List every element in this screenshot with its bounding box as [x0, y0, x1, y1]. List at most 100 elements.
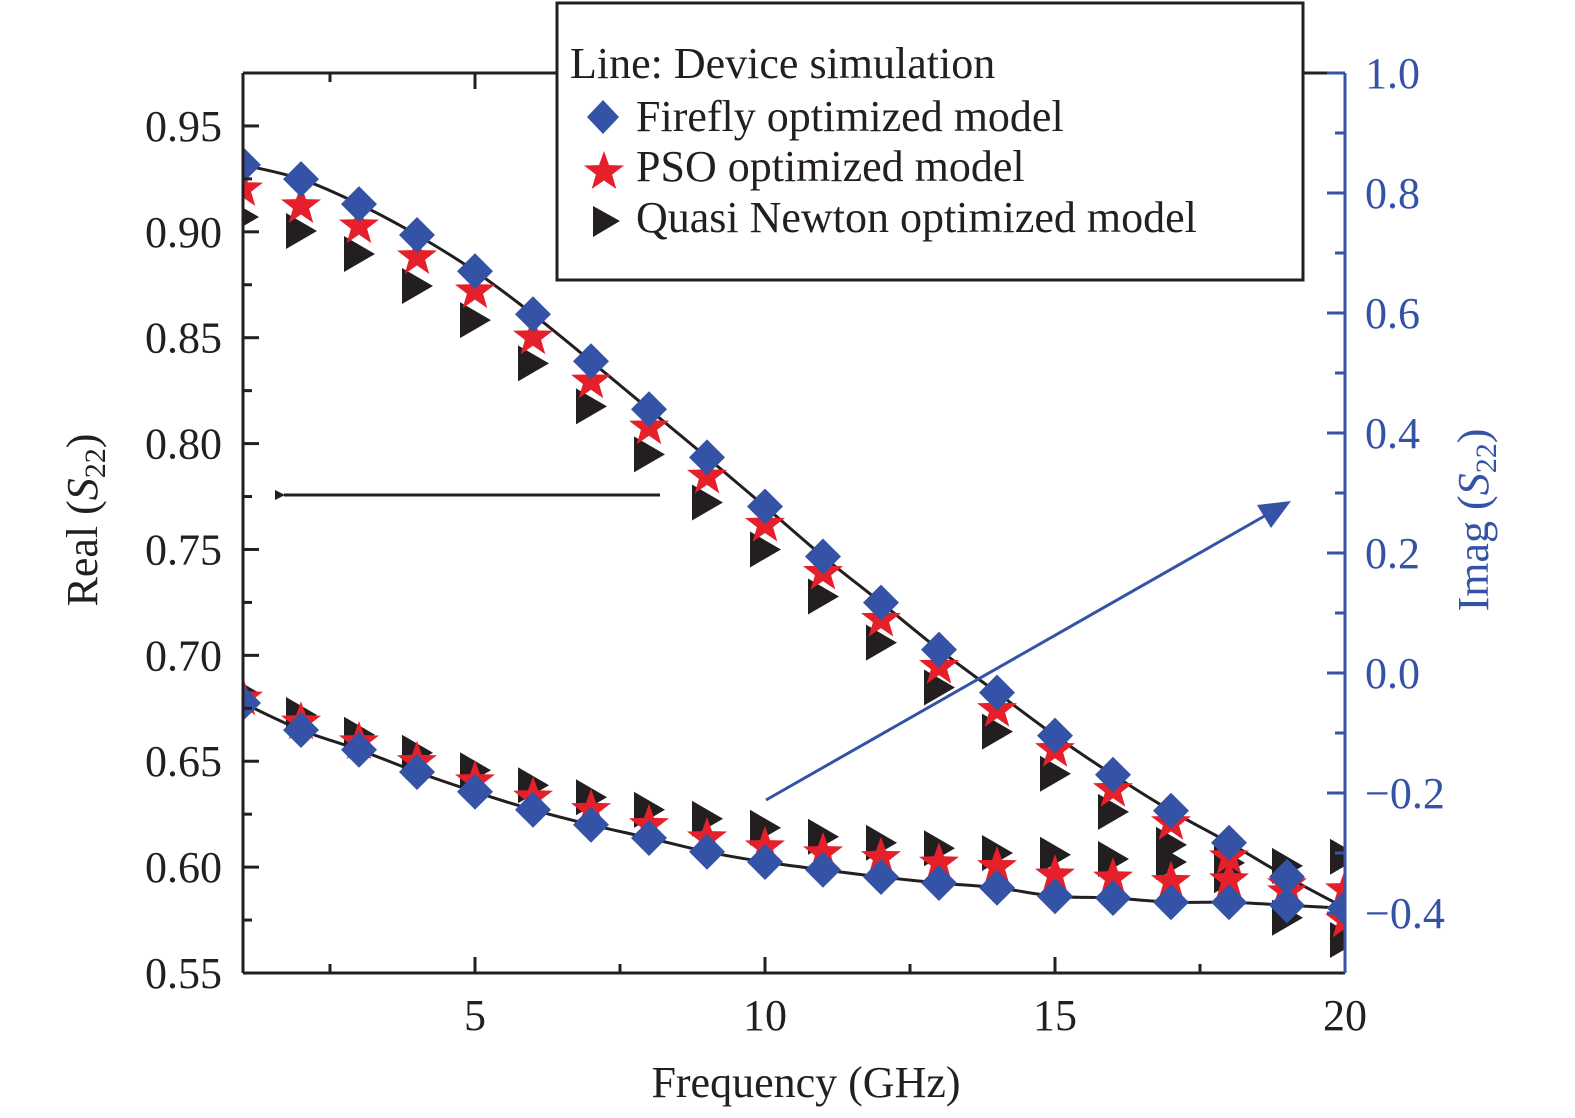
quasi-newton-point-real: [750, 531, 781, 568]
y-left-tick-label: 0.60: [145, 843, 222, 892]
pso-point-real: [513, 316, 553, 355]
pso-point-real: [571, 360, 611, 399]
y-right-title-symbol: S: [1449, 473, 1498, 495]
firefly-point-imag: [515, 791, 551, 828]
y-left-title-suffix: ): [58, 434, 107, 449]
firefly-point-real: [341, 186, 377, 223]
y-right-tick-label: −0.4: [1365, 889, 1445, 938]
pso-point-imag: [1035, 854, 1075, 893]
pso-point-imag: [803, 832, 843, 870]
y-right-tick-label: −0.2: [1365, 769, 1445, 818]
firefly-point-real: [1095, 756, 1131, 793]
firefly-point-real: [631, 391, 667, 428]
firefly-point-imag: [573, 806, 609, 843]
firefly-point-real: [1153, 792, 1189, 829]
legend-box: [555, 1, 1305, 282]
x-tick-label: 5: [464, 991, 486, 1040]
y-left-tick-label: 0.70: [145, 631, 222, 680]
right-axis-arrowhead: [1257, 501, 1291, 528]
firefly-point-real: [1037, 717, 1073, 754]
pso-point-imag: [1093, 857, 1133, 896]
y-left-tick-label: 0.95: [145, 102, 222, 151]
pso-point-imag: [977, 845, 1017, 884]
legend-star-icon: [584, 151, 624, 189]
firefly-point-real: [515, 296, 551, 333]
firefly-point-imag: [341, 731, 377, 768]
legend-entry-pso: PSO optimized model: [636, 142, 1025, 191]
x-tick-label: 10: [743, 991, 787, 1040]
firefly-point-real: [1211, 824, 1247, 861]
firefly-point-imag: [689, 833, 725, 870]
y-right-tick-label: 0.0: [1365, 649, 1420, 698]
legend-entry-quasi-newton: Quasi Newton optimized model: [636, 193, 1197, 242]
pso-point-imag: [1209, 859, 1249, 897]
y-left-tick-label: 0.80: [145, 420, 222, 469]
firefly-point-real: [863, 584, 899, 621]
y-right-tick-label: 0.4: [1365, 409, 1420, 458]
pso-point-imag: [1325, 899, 1345, 938]
quasi-newton-point-imag: [1040, 836, 1071, 873]
x-tick-label: 15: [1033, 991, 1077, 1040]
quasi-newton-point-real: [692, 484, 723, 521]
y-left-title-subscript: 22: [79, 448, 112, 478]
firefly-point-imag: [979, 869, 1015, 906]
legend: Line: Device simulation Firefly optimize…: [555, 1, 1305, 282]
quasi-newton-point-real: [634, 436, 665, 473]
firefly-point-imag: [1327, 890, 1345, 927]
y-left-tick-label: 0.65: [145, 737, 222, 786]
firefly-point-real: [921, 631, 957, 668]
firefly-point-imag: [457, 773, 493, 810]
y-right-title-suffix: ): [1449, 429, 1498, 444]
pso-point-real: [243, 168, 263, 206]
legend-triangle-icon: [593, 206, 620, 237]
pso-point-imag: [919, 842, 959, 881]
legend-entry-firefly: Firefly optimized model: [636, 92, 1064, 141]
firefly-point-imag: [243, 685, 261, 721]
plot-marks: [243, 146, 1345, 958]
quasi-newton-point-real: [402, 268, 433, 305]
firefly-point-real: [283, 161, 319, 198]
firefly-point-real: [243, 146, 261, 183]
firefly-point-real: [457, 253, 493, 290]
quasi-newton-point-real: [243, 207, 259, 227]
y-axis-right-title: Imag (S22): [1449, 429, 1503, 612]
y-left-tick-label: 0.90: [145, 208, 222, 257]
firefly-point-imag: [283, 712, 319, 748]
quasi-newton-point-real: [982, 713, 1013, 750]
y-right-tick-label: 0.6: [1365, 289, 1420, 338]
firefly-point-imag: [1037, 878, 1073, 915]
pso-point-real: [281, 185, 321, 223]
firefly-point-imag: [805, 851, 841, 888]
firefly-point-imag: [1153, 884, 1189, 921]
quasi-newton-point-real: [518, 345, 549, 382]
y-right-title-prefix: Imag (: [1449, 495, 1498, 611]
pso-point-real: [397, 236, 437, 274]
axis-tick-labels: 5 10 15 20 0.55 0.60 0.65 0.70 0.75 0.80 0.85 0.90 0…: [145, 49, 1445, 1040]
quasi-newton-point-real: [1040, 755, 1071, 792]
firefly-point-imag: [1269, 887, 1305, 924]
y-right-tick-label: 0.2: [1365, 529, 1420, 578]
legend-diamond-icon: [587, 100, 619, 134]
quasi-newton-point-real: [576, 388, 607, 425]
quasi-newton-point-real: [808, 578, 839, 615]
firefly-point-real: [399, 217, 435, 253]
legend-header: Line: Device simulation: [570, 39, 995, 88]
x-axis-title: Frequency (GHz): [651, 1058, 960, 1107]
quasi-newton-point-real: [344, 236, 375, 273]
y-left-tick-label: 0.55: [145, 949, 222, 998]
firefly-point-real: [747, 488, 783, 525]
firefly-point-imag: [1095, 880, 1131, 916]
y-left-title-symbol: S: [58, 478, 107, 500]
firefly-point-real: [805, 538, 841, 575]
firefly-point-real: [979, 674, 1015, 711]
pso-point-real: [339, 205, 379, 244]
firefly-point-imag: [747, 844, 783, 880]
firefly-point-imag: [1211, 884, 1247, 921]
firefly-point-imag: [863, 859, 899, 895]
y-right-tick-label: 1.0: [1365, 49, 1420, 98]
quasi-newton-point-real: [460, 302, 491, 339]
firefly-point-imag: [631, 820, 667, 856]
firefly-point-imag: [921, 865, 957, 901]
firefly-point-real: [573, 343, 609, 380]
firefly-point-real: [689, 439, 725, 476]
